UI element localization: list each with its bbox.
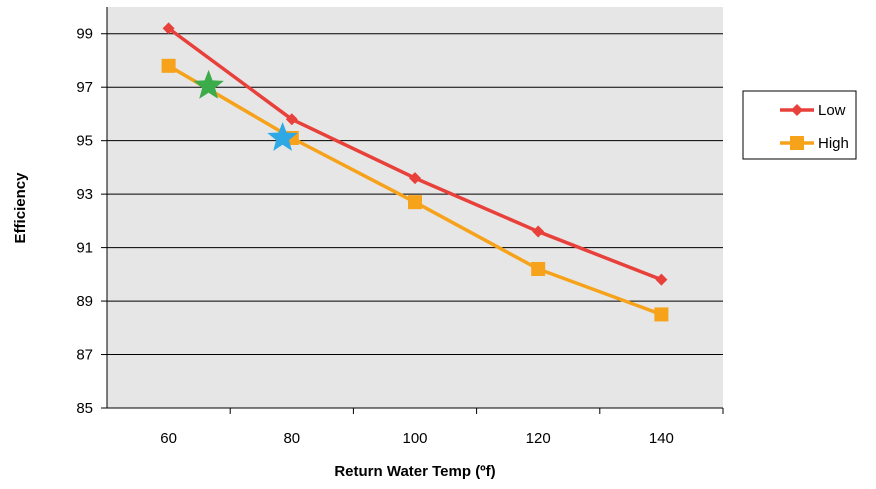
data-point-low-60 <box>162 22 175 35</box>
x-tick-label-100: 100 <box>402 430 427 447</box>
data-point-high-140 <box>654 307 669 322</box>
y-axis-title: Efficiency <box>12 172 29 244</box>
data-point-high-60 <box>161 58 176 73</box>
x-tick-label-80: 80 <box>283 430 300 447</box>
y-tick-label-85: 85 <box>76 400 93 417</box>
data-point-low-80 <box>285 113 298 126</box>
data-point-high-100 <box>408 195 422 210</box>
y-tick-label-95: 95 <box>76 133 93 150</box>
y-tick-label-99: 99 <box>76 26 93 43</box>
legend-label-low: Low <box>818 102 846 119</box>
y-axis-ticks: 85 87 89 91 93 95 97 99 <box>76 26 107 417</box>
data-point-low-140 <box>655 273 668 286</box>
annotations-group <box>193 69 298 151</box>
data-point-low-120 <box>532 225 545 238</box>
star-marker-2 <box>267 122 298 151</box>
x-tick-label-60: 60 <box>160 430 177 447</box>
legend-label-high: High <box>818 135 849 152</box>
y-tick-label-89: 89 <box>76 293 93 310</box>
gridlines <box>107 33 723 356</box>
star-marker-1 <box>193 69 224 99</box>
legend-marker-low <box>791 104 803 116</box>
legend: Low High <box>742 90 857 160</box>
x-tick-label-120: 120 <box>526 430 551 447</box>
legend-marker-high <box>790 136 804 150</box>
y-tick-label-97: 97 <box>76 79 93 96</box>
x-tick-label-140: 140 <box>649 430 674 447</box>
data-point-low-100 <box>409 172 421 185</box>
y-tick-label-91: 91 <box>76 240 93 257</box>
y-tick-label-87: 87 <box>76 347 93 364</box>
x-axis-title: Return Water Temp (ºf) <box>334 463 495 480</box>
x-axis-ticks: 60 80 100 120 140 <box>160 408 724 447</box>
data-point-high-120 <box>531 261 546 276</box>
series-low <box>162 22 668 286</box>
y-tick-label-93: 93 <box>76 186 93 203</box>
